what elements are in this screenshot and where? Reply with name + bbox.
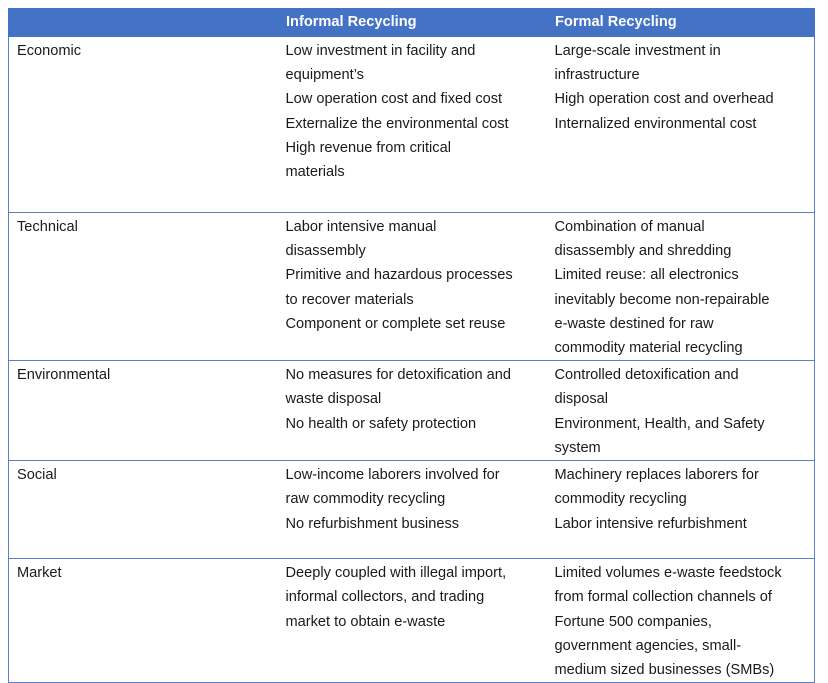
cell-line: infrastructure xyxy=(554,67,640,84)
cell-line: disassembly and shredding xyxy=(554,243,732,260)
cell-line: materials xyxy=(285,164,345,181)
cell-line: system xyxy=(554,439,601,456)
cell-line: High operation cost and overhead xyxy=(554,91,774,108)
informal-cell: Labor intensive manual disassembly Primi… xyxy=(277,212,547,362)
cell-line: Labor intensive manual xyxy=(285,219,437,235)
cell-line: Component or complete set reuse xyxy=(285,315,506,332)
cell-line: Low investment in facility and xyxy=(285,43,476,59)
cell-line: equipment’s xyxy=(285,67,364,84)
table-row-market: Market Deeply coupled with illegal impor… xyxy=(8,558,815,683)
formal-cell: Machinery replaces laborers for commodit… xyxy=(546,460,815,560)
cell-line: Combination of manual xyxy=(554,219,705,235)
table-row-technical: Technical Labor intensive manual disasse… xyxy=(8,212,815,362)
cell-line: market to obtain e-waste xyxy=(285,613,446,630)
table-row-economic: Economic Low investment in facility and … xyxy=(8,36,815,213)
row-category: Economic xyxy=(8,36,278,213)
cell-line: Environment, Health, and Safety xyxy=(554,415,765,432)
informal-cell: Low-income laborers involved for raw com… xyxy=(277,460,547,560)
formal-cell: Combination of manual disassembly and sh… xyxy=(546,212,815,362)
table-row-environmental: Environmental No measures for detoxifica… xyxy=(8,360,815,462)
cell-line: Labor intensive refurbishment xyxy=(554,515,747,532)
cell-line: No refurbishment business xyxy=(285,515,460,532)
cell-line: Low operation cost and fixed cost xyxy=(285,91,503,108)
header-category xyxy=(8,8,278,37)
row-category: Technical xyxy=(8,212,278,362)
cell-line: Primitive and hazardous processes xyxy=(285,267,513,284)
cell-line: from formal collection channels of xyxy=(554,589,772,606)
row-category: Environmental xyxy=(8,360,278,462)
informal-cell: Deeply coupled with illegal import, info… xyxy=(277,558,547,683)
cell-line: Deeply coupled with illegal import, xyxy=(285,565,507,582)
formal-cell: Controlled detoxification and disposal E… xyxy=(546,360,815,462)
row-category: Market xyxy=(8,558,278,683)
cell-line: raw commodity recycling xyxy=(285,491,446,508)
informal-cell: No measures for detoxification and waste… xyxy=(277,360,547,462)
cell-line: No measures for detoxification and xyxy=(285,367,512,384)
cell-line: medium sized businesses (SMBs) xyxy=(554,662,775,679)
cell-line: disassembly xyxy=(285,243,366,260)
row-category: Social xyxy=(8,460,278,560)
cell-line: disposal xyxy=(554,391,609,408)
header-formal-recycling: Formal Recycling xyxy=(546,8,815,37)
cell-line: Externalize the environmental cost xyxy=(285,115,509,132)
cell-line: No health or safety protection xyxy=(285,415,477,432)
cell-line: government agencies, small- xyxy=(554,637,742,654)
cell-line: Internalized environmental cost xyxy=(554,115,757,132)
cell-line: to recover materials xyxy=(285,291,414,308)
table-row-social: Social Low-income laborers involved for … xyxy=(8,460,815,560)
cell-line: inevitably become non-repairable xyxy=(554,291,770,308)
header-row: Informal Recycling Formal Recycling xyxy=(8,8,815,37)
cell-line: informal collectors, and trading xyxy=(285,589,485,606)
cell-line: commodity material recycling xyxy=(554,340,743,357)
formal-cell: Large-scale investment in infrastructure… xyxy=(546,36,815,213)
cell-line: Machinery replaces laborers for xyxy=(554,467,759,484)
recycling-comparison-table: Informal Recycling Formal Recycling Econ… xyxy=(8,8,815,683)
header-informal-recycling: Informal Recycling xyxy=(277,8,547,37)
cell-line: Fortune 500 companies, xyxy=(554,613,712,630)
cell-line: commodity recycling xyxy=(554,491,687,508)
cell-line: waste disposal xyxy=(285,391,382,408)
cell-line: Controlled detoxification and xyxy=(554,367,739,384)
informal-cell: Low investment in facility and equipment… xyxy=(277,36,547,213)
cell-line: e-waste destined for raw xyxy=(554,315,714,332)
comparison-table-container: Informal Recycling Formal Recycling Econ… xyxy=(8,8,815,683)
cell-line: Low-income laborers involved for xyxy=(285,467,500,484)
formal-cell: Limited volumes e-waste feedstock from f… xyxy=(546,558,815,683)
cell-line: Large-scale investment in xyxy=(554,43,721,59)
cell-line: Limited volumes e-waste feedstock xyxy=(554,565,782,582)
cell-line: Limited reuse: all electronics xyxy=(554,267,739,284)
cell-line: High revenue from critical xyxy=(285,139,451,156)
